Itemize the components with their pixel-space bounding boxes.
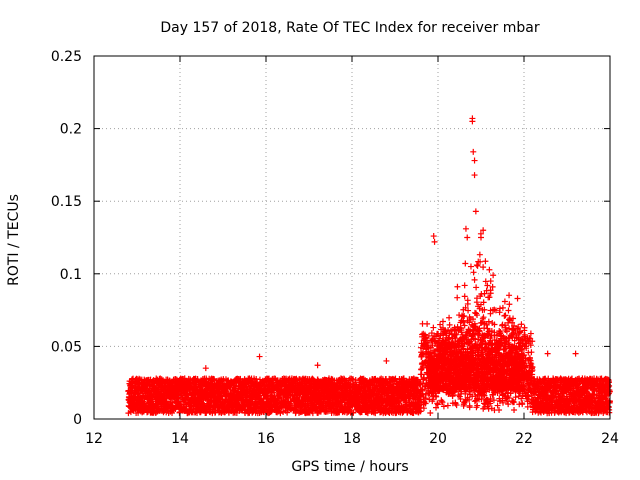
chart-title: Day 157 of 2018, Rate Of TEC Index for r… (160, 20, 539, 36)
data-point (169, 409, 176, 416)
data-points (125, 115, 613, 417)
grid-lines (94, 56, 610, 419)
